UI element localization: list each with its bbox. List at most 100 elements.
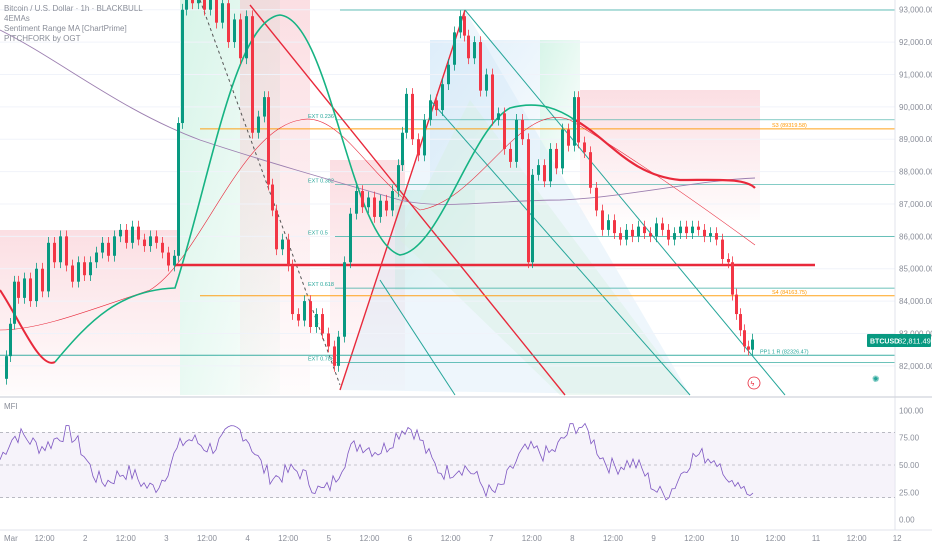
candle-body [643,226,646,234]
time-tick-label: 9 [651,534,656,543]
candle-body [119,229,122,237]
mfi-tick-label: 25.00 [899,488,920,497]
time-tick-label: 12:00 [197,534,218,543]
time-tick-label: 12:00 [522,534,543,543]
candle-body [561,129,564,169]
mfi-label[interactable]: MFI [4,402,18,411]
candle-body [521,119,524,140]
candle-body [227,3,230,43]
mfi-tick-label: 100.00 [899,406,924,415]
candle-body [463,16,466,36]
level-label: EXT 0.236 [308,114,334,120]
candlesticks [5,0,754,385]
candle-body [275,210,278,250]
candle-body [397,165,400,192]
replay-icon[interactable]: ✺ [872,374,880,384]
candle-body [577,97,580,143]
level-label: S4 (84163.75) [772,290,807,296]
candle-body [411,93,414,140]
candle-body [721,239,724,260]
candle-body [497,113,500,120]
candle-body [361,191,364,208]
candle-body [149,236,152,247]
candle-body [601,210,604,230]
candle-body [667,229,670,240]
candle-body [89,262,92,276]
price-tick-label: 93,000.00 [899,6,932,15]
candle-body [479,42,482,91]
price-badge-symbol: BTCUSD [870,339,899,346]
time-tick-label: 12:00 [765,534,786,543]
level-label: S3 (89319.58) [772,123,807,129]
time-tick-label: 12:00 [847,534,868,543]
candle-body [515,119,518,162]
legend-indicator-sentiment[interactable]: Sentiment Range MA [ChartPrime] [4,24,127,33]
candle-body [137,226,140,240]
candle-body [239,19,242,59]
alert-icon[interactable] [747,376,761,390]
level-label: PP1 1 R (82326.47) [760,349,809,355]
candle-body [197,0,200,4]
candle-body [131,226,134,243]
candle-body [655,223,658,237]
time-tick-label: 8 [570,534,575,543]
candle-body [203,0,206,10]
price-tick-label: 88,000.00 [899,168,932,177]
time-tick-label: 7 [489,534,494,543]
sentiment-ma-green [54,14,576,363]
time-axis[interactable]: Mar 12:00 2 12:00 3 12:00 4 12:00 5 12:00 6 12:00 7 1… [4,534,902,543]
pitchfork [199,0,895,396]
time-tick-label: 12:00 [684,534,705,543]
time-tick-label: 12 [893,534,902,543]
candle-body [367,197,370,208]
time-tick-label: 12:00 [278,534,299,543]
candle-body [715,233,718,240]
candle-body [391,191,394,211]
candle-body [583,142,586,153]
time-tick-label: 5 [327,534,332,543]
time-tick-label: 3 [164,534,169,543]
candle-body [739,314,742,331]
legend-symbol[interactable]: Bitcoin / U.S. Dollar · 1h · BLACKBULL [4,4,143,13]
candle-body [613,220,616,234]
time-tick-label: 6 [408,534,413,543]
candle-body [697,226,700,230]
candle-body [385,200,388,211]
candle-body [9,323,12,357]
candle-body [35,268,38,302]
candle-body [65,236,68,266]
candle-body [125,229,128,243]
candle-body [271,184,274,211]
price-tick-label: 85,000.00 [899,265,932,274]
candle-body [649,233,652,237]
candle-body [441,84,444,111]
candle-body [303,301,306,321]
time-tick-label: 12:00 [603,534,624,543]
candle-body [473,42,476,59]
candle-body [343,262,346,337]
candle-body [537,165,540,175]
candle-body [491,74,494,120]
candle-body [607,220,610,230]
candle-body [731,262,734,295]
time-tick-label: 10 [730,534,739,543]
sentiment-ma-red-left [0,289,56,364]
candle-body [637,226,640,237]
lightning-icon: ϟ [751,381,755,388]
sentiment-ma-red-right [574,119,756,189]
legend-indicator-ema[interactable]: 4EMAs [4,14,30,23]
candle-body [221,3,224,23]
candle-body [281,239,284,250]
candle-body [245,16,248,59]
price-tick-label: 92,000.00 [899,38,932,47]
price-axis[interactable]: 93,000.00 92,000.00 91,000.00 90,000.00 89,0… [899,6,932,525]
legend-indicator-pitchfork[interactable]: PITCHFORK by OGT [4,34,81,43]
candle-body [625,229,628,240]
time-tick-label: 11 [812,534,821,543]
candle-body [177,123,180,256]
candle-body [263,97,266,117]
candle-body [191,0,194,4]
level-label: EXT 0.5 [308,230,328,236]
candle-body [267,97,270,185]
